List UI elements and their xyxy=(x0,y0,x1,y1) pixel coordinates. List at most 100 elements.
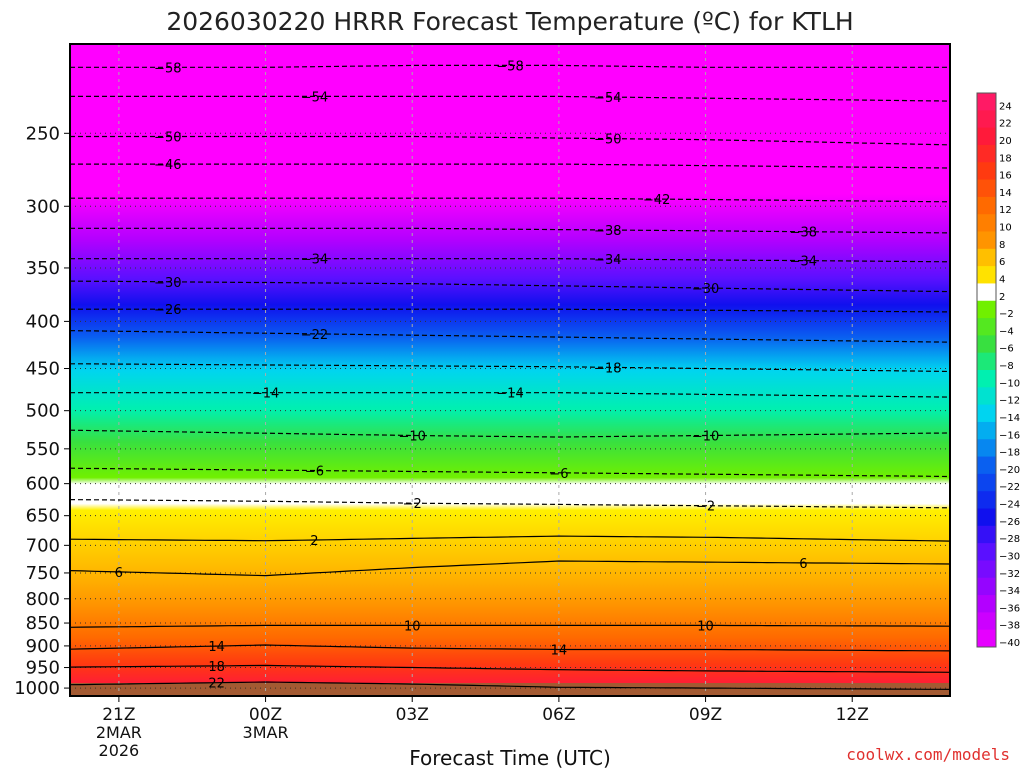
time-tick-label: 12Z xyxy=(836,705,869,725)
colorbar-swatch xyxy=(977,127,996,146)
colorbar-swatch xyxy=(977,508,996,527)
colorbar-label: −26 xyxy=(999,517,1020,528)
colorbar-label: −2 xyxy=(999,309,1014,320)
isotherm-line xyxy=(70,308,950,313)
colorbar-label: −22 xyxy=(999,482,1020,493)
isotherm-label: 18 xyxy=(208,660,225,675)
isotherm-label: −58 xyxy=(496,59,523,74)
colorbar-label: 18 xyxy=(999,153,1012,164)
colorbar-swatch xyxy=(977,196,996,215)
pressure-tick-label: 850 xyxy=(26,613,60,634)
colorbar-label: −10 xyxy=(999,378,1020,389)
plot-field xyxy=(70,44,950,696)
colorbar-label: −20 xyxy=(999,465,1020,476)
isotherm-label: 14 xyxy=(551,643,568,658)
isotherm-label: −34 xyxy=(594,253,621,268)
colorbar-label: −8 xyxy=(999,361,1014,372)
colorbar-label: −12 xyxy=(999,396,1020,407)
isotherm-line xyxy=(69,535,951,542)
isotherm-line xyxy=(69,624,951,628)
pressure-tick-label: 250 xyxy=(26,123,60,144)
isotherm-label: 10 xyxy=(697,619,714,634)
time-tick-label: 21Z xyxy=(102,705,135,725)
colorbar-label: −28 xyxy=(999,534,1020,545)
colorbar-label: 14 xyxy=(999,188,1012,199)
pressure-tick-label: 950 xyxy=(26,658,60,679)
colorbar-swatch xyxy=(977,370,996,388)
isotherm-line xyxy=(70,363,951,373)
colorbar-swatch xyxy=(977,421,996,440)
colorbar-swatch xyxy=(977,283,996,302)
colorbar-label: −14 xyxy=(999,413,1020,424)
colorbar-swatch xyxy=(977,266,996,284)
isotherm-line xyxy=(70,95,951,102)
colorbar-swatch xyxy=(977,612,996,631)
pressure-tick-label: 800 xyxy=(26,589,60,610)
isotherm-line xyxy=(69,644,951,652)
colorbar-label: 6 xyxy=(999,257,1005,268)
date-label: 2026 xyxy=(99,741,140,760)
colorbar-swatch xyxy=(977,473,996,492)
colorbar-swatch xyxy=(977,560,996,579)
isotherm-line xyxy=(69,560,951,577)
pressure-axis: 2503003504004505005506006507007508008509… xyxy=(14,123,70,699)
isotherm-line xyxy=(69,664,951,673)
isotherm-label: −54 xyxy=(301,90,328,105)
isotherm-label: −34 xyxy=(790,255,817,270)
isotherm-label: −30 xyxy=(692,282,719,297)
colorbar-swatch xyxy=(977,595,996,613)
pressure-tick-label: 500 xyxy=(26,401,60,422)
colorbar-swatch xyxy=(977,318,996,336)
colorbar-label: −30 xyxy=(999,551,1020,562)
colorbar-label: 16 xyxy=(999,171,1012,182)
isotherm-label: −54 xyxy=(594,91,621,106)
x-axis-label: Forecast Time (UTC) xyxy=(409,746,611,768)
isotherm-line xyxy=(69,499,951,509)
colorbar-swatch xyxy=(977,387,996,406)
isotherm-label: −50 xyxy=(154,130,181,145)
colorbar-label: 10 xyxy=(999,223,1012,234)
pressure-tick-label: 300 xyxy=(26,196,60,217)
pressure-gridlines xyxy=(70,132,950,689)
colorbar-label: −38 xyxy=(999,621,1020,632)
isotherm-line xyxy=(70,163,951,169)
isotherm-line xyxy=(69,467,951,478)
isotherm-label: 6 xyxy=(115,566,123,581)
colorbar-label: 24 xyxy=(999,101,1012,112)
isotherm-label: −14 xyxy=(496,387,523,402)
isotherm-label: 6 xyxy=(799,557,807,572)
colorbar-swatch xyxy=(977,439,996,458)
pressure-tick-label: 400 xyxy=(26,311,60,332)
isotherm-label: −2 xyxy=(403,497,422,512)
pressure-tick-label: 550 xyxy=(26,439,60,460)
isotherm-line xyxy=(70,64,950,68)
colorbar-swatch xyxy=(977,162,996,181)
colorbar-swatch xyxy=(977,456,996,475)
colorbar-label: −4 xyxy=(999,326,1014,337)
colorbar-swatch xyxy=(977,629,996,648)
colorbar-swatch xyxy=(977,352,996,371)
colorbar-label: −18 xyxy=(999,448,1020,459)
colorbar-swatch xyxy=(977,543,996,561)
colorbar-swatch xyxy=(977,214,996,232)
colorbar-swatch xyxy=(977,300,996,319)
time-tick-label: 09Z xyxy=(689,705,722,725)
isotherm-label: 2 xyxy=(310,534,318,549)
colorbar-label: 4 xyxy=(999,274,1005,285)
isotherm-line xyxy=(70,258,951,263)
colorbar-swatch xyxy=(977,577,996,596)
pressure-tick-label: 350 xyxy=(26,258,60,279)
isotherm-line xyxy=(69,681,951,690)
credit-text: coolwx.com/models xyxy=(846,745,1010,764)
isotherm-label: −6 xyxy=(549,467,568,482)
colorbar-label: 22 xyxy=(999,119,1012,130)
colorbar-swatch xyxy=(977,248,996,267)
isotherm-line xyxy=(69,330,951,343)
colorbar-label: −24 xyxy=(999,500,1020,511)
isotherm-label: −18 xyxy=(594,361,621,376)
pressure-tick-label: 650 xyxy=(26,506,60,527)
time-tick-label: 00Z xyxy=(249,705,282,725)
plot-frame xyxy=(69,43,951,697)
